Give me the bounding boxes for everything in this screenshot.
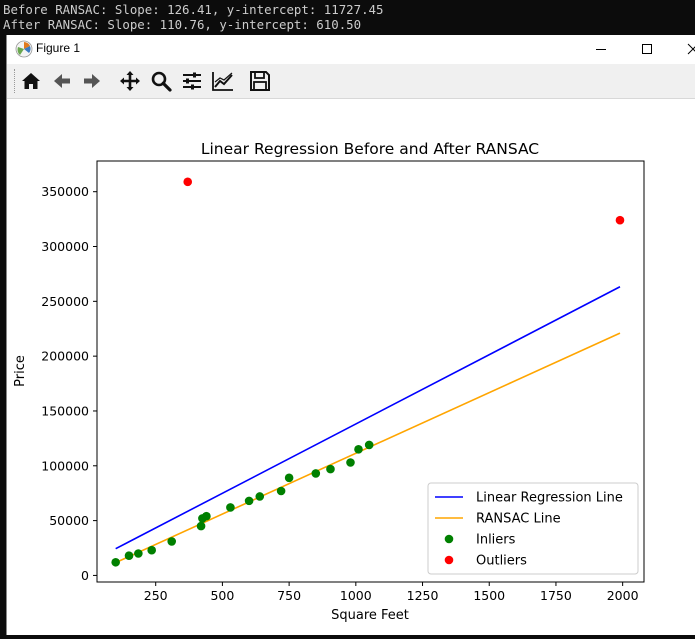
- x-tick-label: 2000: [607, 588, 639, 603]
- y-tick-label: 200000: [41, 349, 89, 364]
- maximize-button[interactable]: [624, 35, 670, 63]
- data-point: [326, 464, 335, 474]
- y-tick-label: 300000: [41, 239, 89, 254]
- data-point: [124, 551, 134, 560]
- x-tick-label: 1250: [407, 588, 439, 603]
- data-point: [346, 458, 355, 467]
- x-tick-label: 1000: [340, 588, 372, 603]
- y-tick-label: 50000: [49, 513, 89, 528]
- data-point: [354, 445, 363, 454]
- legend-label: Outliers: [476, 554, 527, 569]
- axes-frame: [96, 160, 645, 583]
- data-point: [255, 492, 265, 501]
- terminal-edge: [0, 40, 6, 635]
- y-tick-label: 100000: [41, 458, 89, 473]
- subplots-icon: [183, 72, 201, 90]
- data-point: [311, 469, 321, 478]
- figure-canvas[interactable]: Linear Regression Before and After RANSA…: [7, 99, 695, 635]
- x-tick-label: 500: [210, 588, 234, 603]
- plot-layer: 250 500 750 1000 1250 1500 1750 2000 0 50000 10000…: [41, 177, 639, 603]
- zoom-button[interactable]: [147, 67, 175, 95]
- pan-icon: [120, 71, 140, 91]
- y-tick-label: 150000: [41, 403, 89, 418]
- customize-icon: [212, 72, 233, 91]
- forward-icon: [84, 74, 100, 88]
- forward-button[interactable]: [78, 67, 106, 95]
- y-tick-label: 0: [81, 568, 89, 583]
- close-button[interactable]: [670, 35, 695, 63]
- x-tick-label: 1500: [473, 588, 505, 603]
- legend-label: Inliers: [476, 533, 516, 548]
- pan-button[interactable]: [116, 67, 144, 95]
- terminal-line: After RANSAC: Slope: 110.76, y-intercept…: [3, 17, 362, 32]
- subplots-button[interactable]: [178, 67, 206, 95]
- x-tick-label: 1750: [540, 588, 572, 603]
- data-point: [226, 503, 235, 512]
- legend-box: [427, 482, 639, 575]
- customize-button[interactable]: [209, 67, 237, 95]
- matplotlib-app-icon: [15, 40, 33, 58]
- back-button[interactable]: [48, 67, 76, 95]
- data-point: [202, 511, 211, 521]
- save-icon: [250, 71, 270, 91]
- data-point: [147, 545, 156, 555]
- y-tick-label: 350000: [41, 184, 89, 199]
- data-point: [111, 557, 120, 567]
- x-tick-label: 250: [144, 588, 168, 603]
- data-point: [284, 473, 294, 483]
- legend-label: RANSAC Line: [476, 512, 561, 527]
- navigation-toolbar: [7, 64, 695, 99]
- legend-label: Linear Regression Line: [476, 491, 623, 506]
- terminal-output: Before RANSAC: Slope: 126.41, y-intercep…: [0, 0, 695, 40]
- legend-dot-marker: [444, 555, 454, 565]
- data-point: [183, 177, 193, 187]
- data-point: [196, 521, 206, 531]
- save-button[interactable]: [246, 67, 274, 95]
- data-point: [364, 440, 374, 450]
- x-tick-label: 750: [277, 588, 301, 603]
- legend: Linear Regression Line RANSAC Line Inliers…: [427, 482, 639, 575]
- home-button[interactable]: [17, 67, 45, 95]
- chart-title: Linear Regression Before and After RANSA…: [201, 140, 539, 158]
- data-point: [134, 549, 143, 558]
- window-title: Figure 1: [36, 41, 81, 55]
- minimize-icon: [596, 49, 606, 50]
- data-point: [615, 215, 625, 225]
- home-icon: [22, 73, 40, 89]
- x-axis-label: Square Feet: [331, 608, 409, 623]
- data-point: [244, 496, 254, 506]
- y-axis-label: Price: [13, 355, 28, 387]
- minimize-button[interactable]: [578, 35, 624, 63]
- zoom-icon: [151, 71, 172, 92]
- legend-dot-marker: [444, 534, 454, 544]
- terminal-line: Before RANSAC: Slope: 126.41, y-intercep…: [3, 2, 384, 17]
- toolbar-grip: [14, 69, 17, 93]
- figure-window: Figure 1: [6, 35, 695, 635]
- regression-chart[interactable]: Linear Regression Before and After RANSA…: [7, 99, 695, 635]
- close-icon: [687, 43, 695, 55]
- y-tick-label: 250000: [41, 294, 89, 309]
- series-line: [115, 286, 621, 550]
- data-point: [167, 537, 177, 546]
- title-bar[interactable]: Figure 1: [7, 35, 695, 63]
- back-icon: [54, 74, 70, 88]
- maximize-icon: [642, 44, 652, 54]
- data-point: [276, 486, 286, 496]
